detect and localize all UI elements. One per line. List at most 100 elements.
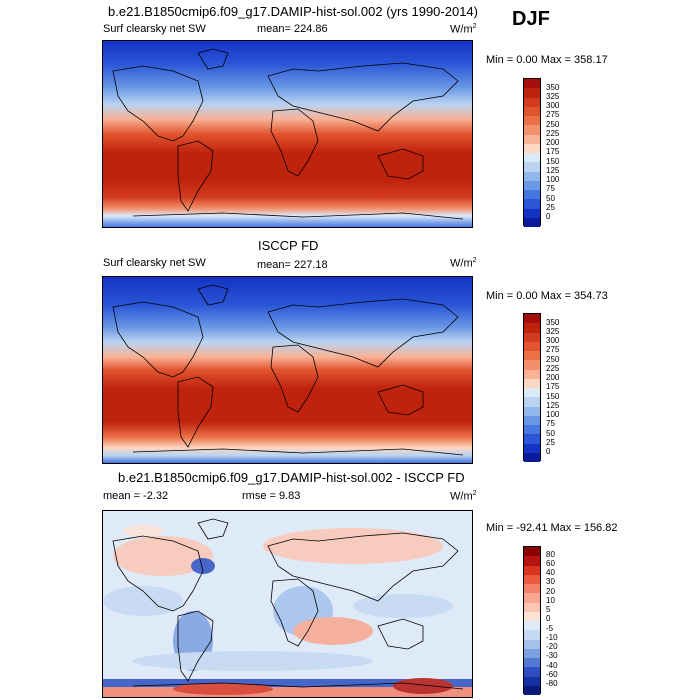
panel2-colorbar-bin: [524, 341, 540, 351]
panel1-colorbar: [523, 78, 541, 227]
panel2-tick: 175: [546, 382, 560, 391]
panel3-minmax: Min = -92.41 Max = 156.82: [486, 522, 618, 534]
panel2-tick: 325: [546, 327, 560, 336]
panel2-tick: 150: [546, 392, 560, 401]
panel1-mean: mean= 224.86: [257, 23, 328, 35]
panel1-tick: 300: [546, 101, 560, 110]
panel3-rmse: rmse = 9.83: [242, 490, 301, 502]
panel2-colorbar-bin: [524, 369, 540, 379]
panel1-tick: 200: [546, 138, 560, 147]
panel1-minmax: Min = 0.00 Max = 358.17: [486, 54, 608, 66]
panel1-tick: 125: [546, 166, 560, 175]
panel3-units: W/m2: [450, 490, 477, 503]
panel3-colorbar-bin: [524, 685, 540, 695]
panel3-tick: -5: [546, 624, 554, 633]
panel2-title: ISCCP FD: [258, 238, 319, 253]
panel2-colorbar: [523, 313, 541, 462]
panel1-tick: 175: [546, 147, 560, 156]
panel2-colorbar-bin: [524, 415, 540, 425]
panel2-colorbar-bin: [524, 314, 540, 324]
panel1-colorbar-bin: [524, 143, 540, 153]
panel1-colorbar-bin: [524, 88, 540, 98]
panel2-colorbar-bin: [524, 425, 540, 435]
panel2-colorbar-bin: [524, 434, 540, 444]
panel2-tick: 0: [546, 447, 551, 456]
panel3-colorbar-bin: [524, 639, 540, 649]
panel3-tick: -60: [546, 670, 558, 679]
panel1-tick: 75: [546, 184, 555, 193]
panel3-tick: 60: [546, 559, 555, 568]
panel1-tick: 150: [546, 157, 560, 166]
panel3-colorbar-bin: [524, 565, 540, 575]
panel2-colorbar-bin: [524, 443, 540, 453]
panel1-variable-label: Surf clearsky net SW: [103, 23, 206, 35]
panel1-tick: 250: [546, 120, 560, 129]
panel1-colorbar-bin: [524, 97, 540, 107]
panel2-colorbar-bin: [524, 351, 540, 361]
panel2-variable-label: Surf clearsky net SW: [103, 257, 206, 269]
panel3-tick: 5: [546, 605, 551, 614]
panel2-colorbar-bin: [524, 397, 540, 407]
panel1-colorbar-bin: [524, 134, 540, 144]
panel1-colorbar-bin: [524, 199, 540, 209]
panel2-tick: 50: [546, 429, 555, 438]
panel2-units: W/m2: [450, 257, 477, 270]
panel2-minmax: Min = 0.00 Max = 354.73: [486, 290, 608, 302]
panel3-tick: -40: [546, 661, 558, 670]
panel1-units: W/m2: [450, 23, 477, 36]
panel3-tick: -80: [546, 679, 558, 688]
panel3-colorbar-bin: [524, 648, 540, 658]
panel3-colorbar-bin: [524, 593, 540, 603]
panel1-colorbar-bin: [524, 106, 540, 116]
season-label: DJF: [512, 8, 550, 30]
panel1-tick: 50: [546, 194, 555, 203]
panel1-tick: 325: [546, 92, 560, 101]
panel3-colorbar-bin: [524, 584, 540, 594]
panel3-title: b.e21.B1850cmip6.f09_g17.DAMIP-hist-sol.…: [118, 470, 465, 485]
panel1-colorbar-bin: [524, 116, 540, 126]
panel1-colorbar-bin: [524, 171, 540, 181]
panel1-colorbar-bin: [524, 125, 540, 135]
panel1-colorbar-bin: [524, 153, 540, 163]
panel2-colorbar-bin: [524, 452, 540, 462]
panel2-tick: 350: [546, 318, 560, 327]
panel3-tick: -10: [546, 633, 558, 642]
panel1-tick: 25: [546, 203, 555, 212]
panel1-colorbar-bin: [524, 79, 540, 89]
panel1-colorbar-bin: [524, 217, 540, 227]
panel2-tick: 250: [546, 355, 560, 364]
panel2-tick: 100: [546, 410, 560, 419]
panel3-colorbar-bin: [524, 547, 540, 557]
panel3-tick: 10: [546, 596, 555, 605]
panel2-colorbar-bin: [524, 360, 540, 370]
panel2-colorbar-bin: [524, 323, 540, 333]
panel2-tick: 275: [546, 345, 560, 354]
panel3-colorbar-bin: [524, 611, 540, 621]
panel2-mean: mean= 227.18: [257, 259, 328, 271]
panel2-tick: 75: [546, 419, 555, 428]
panel1-colorbar-bin: [524, 162, 540, 172]
panel3-colorbar: [523, 546, 541, 695]
panel2-colorbar-bin: [524, 388, 540, 398]
panel3-colorbar-bin: [524, 630, 540, 640]
panel1-tick: 275: [546, 110, 560, 119]
panel2-colorbar-bin: [524, 378, 540, 388]
panel1-tick: 225: [546, 129, 560, 138]
panel2-map: [102, 276, 473, 464]
panel1-map: [102, 40, 473, 228]
panel1-colorbar-bin: [524, 180, 540, 190]
panel1-tick: 100: [546, 175, 560, 184]
panel3-mean: mean = -2.32: [103, 490, 169, 502]
panel3-tick: 30: [546, 577, 555, 586]
panel3-tick: -30: [546, 651, 558, 660]
panel2-colorbar-bin: [524, 332, 540, 342]
panel1-colorbar-bin: [524, 190, 540, 200]
panel3-colorbar-bin: [524, 574, 540, 584]
panel3-tick: 20: [546, 587, 555, 596]
panel1-tick: 0: [546, 212, 551, 221]
panel2-colorbar-bin: [524, 406, 540, 416]
panel3-colorbar-bin: [524, 676, 540, 686]
panel3-colorbar-bin: [524, 667, 540, 677]
panel2-tick: 125: [546, 401, 560, 410]
panel3-colorbar-bin: [524, 556, 540, 566]
